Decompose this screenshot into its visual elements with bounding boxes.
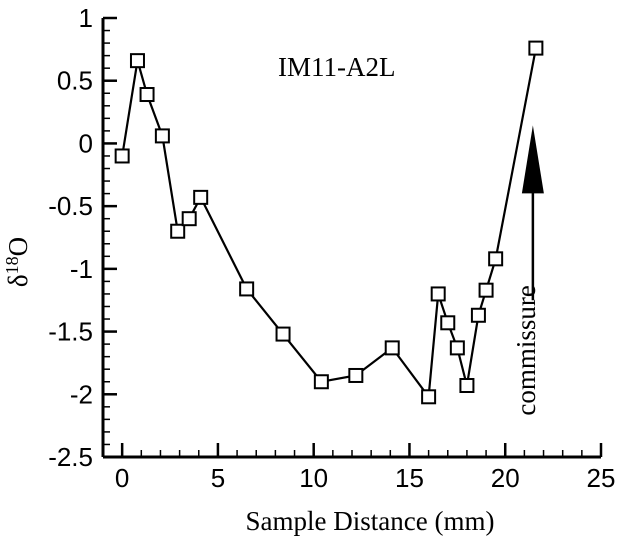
- commissure-arrow-icon: [521, 125, 544, 301]
- data-point: [478, 282, 494, 298]
- x-tick-label: 20: [491, 463, 520, 493]
- data-point: [139, 87, 155, 103]
- data-point: [154, 128, 170, 144]
- y-tick-label: 1: [79, 3, 93, 33]
- y-tick-label: -0.5: [48, 191, 93, 221]
- y-tick-label: -1.5: [48, 317, 93, 347]
- y-tick-label: 0: [79, 128, 93, 158]
- data-point: [384, 340, 400, 356]
- y-tick-label: -2.5: [48, 442, 93, 472]
- y-axis-label-sup: 18: [2, 256, 22, 274]
- data-point: [193, 189, 209, 205]
- sample-label-annotation: IM11-A2L: [278, 52, 395, 82]
- data-point: [313, 374, 329, 390]
- data-point: [239, 281, 255, 297]
- series-layer: [114, 40, 544, 405]
- data-point: [129, 53, 145, 69]
- y-tick-label: 0.5: [57, 66, 93, 96]
- x-tick-label: 15: [395, 463, 424, 493]
- data-point: [459, 378, 475, 394]
- data-point: [114, 148, 130, 164]
- x-axis-label: Sample Distance (mm): [246, 506, 495, 536]
- y-axis-label-main: δ: [3, 274, 33, 287]
- data-point: [528, 40, 544, 56]
- commissure-annotation: commissure: [511, 285, 541, 415]
- data-point: [348, 367, 364, 383]
- y-tick-label: -2: [70, 379, 93, 409]
- x-tick-label: 25: [587, 463, 616, 493]
- data-point: [440, 315, 456, 331]
- x-tick-label: 0: [115, 463, 129, 493]
- x-tick-label: 10: [299, 463, 328, 493]
- data-point: [421, 389, 437, 405]
- data-point: [449, 340, 465, 356]
- y-axis-label-rest: O: [3, 237, 33, 257]
- data-point: [470, 307, 486, 323]
- y-tick-label: -1: [70, 254, 93, 284]
- data-point: [170, 223, 186, 239]
- data-point: [488, 251, 504, 267]
- data-point: [181, 211, 197, 227]
- x-tick-label: 5: [211, 463, 225, 493]
- data-point: [275, 326, 291, 342]
- data-point: [430, 286, 446, 302]
- annotation-layer: IM11-A2L commissure: [278, 52, 544, 416]
- y-axis-label: δ18O: [2, 237, 33, 287]
- axes: -2.5-2-1.5-1-0.500.510 5 10 15 20 25: [48, 3, 615, 493]
